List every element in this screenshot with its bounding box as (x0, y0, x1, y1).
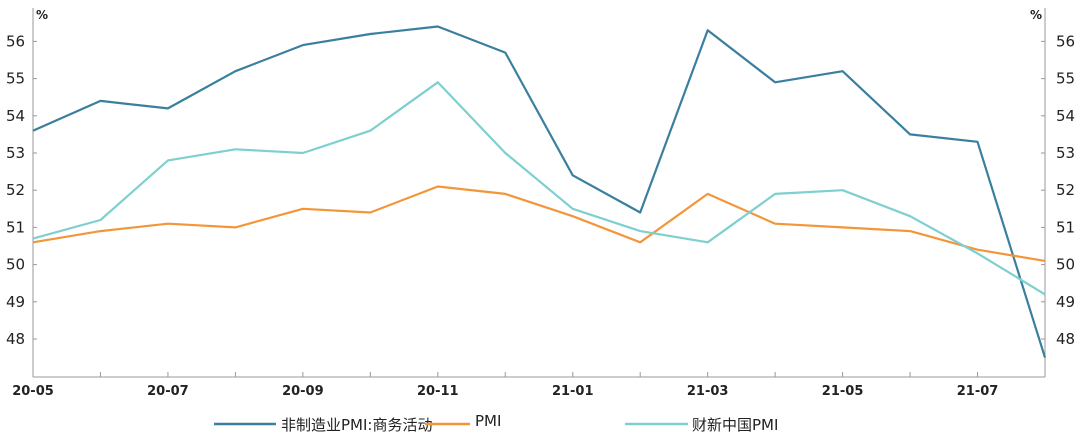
y-tick-label-left: 48 (6, 330, 25, 348)
x-tick-label: 21-05 (822, 384, 864, 399)
y-unit-left: % (36, 8, 48, 22)
legend-label-pmi: PMI (475, 412, 501, 430)
y-ticks-left: 48 49 50 51 52 53 54 55 56 (6, 32, 37, 348)
y-tick-label-right: 49 (1056, 293, 1075, 311)
y-tick-label-left: 55 (6, 70, 25, 88)
y-tick-label-right: 48 (1056, 330, 1075, 348)
y-tick-label-right: 51 (1056, 218, 1075, 236)
y-tick-label-right: 53 (1056, 144, 1075, 162)
y-tick-label-left: 50 (6, 256, 25, 274)
y-tick-label-right: 52 (1056, 181, 1075, 199)
series-line-nonmfg (32, 25, 1047, 358)
x-tick-label: 21-07 (957, 384, 999, 399)
x-tick-label: 21-03 (687, 384, 729, 399)
y-ticks-right: 48 49 50 51 52 53 54 55 56 (1041, 32, 1075, 348)
legend-item-pmi[interactable]: PMI (425, 412, 501, 430)
y-tick-label-left: 52 (6, 181, 25, 199)
x-tick-label: 20-11 (417, 384, 459, 399)
series-lines (32, 25, 1047, 358)
x-tick-label: 20-09 (282, 384, 324, 399)
legend-label-caixin: 财新中国PMI (692, 416, 778, 434)
y-tick-label-left: 54 (6, 107, 25, 125)
legend-item-nonmfg[interactable]: 非制造业PMI:商务活动 (214, 416, 432, 434)
y-unit-right: % (1030, 8, 1042, 22)
legend: 非制造业PMI:商务活动 PMI 财新中国PMI (214, 412, 778, 434)
y-tick-label-left: 49 (6, 293, 25, 311)
legend-label-nonmfg: 非制造业PMI:商务活动 (281, 416, 432, 434)
y-tick-label-right: 56 (1056, 32, 1075, 50)
series-line-caixin (32, 81, 1046, 296)
legend-item-caixin[interactable]: 财新中国PMI (625, 416, 778, 434)
y-tick-label-left: 53 (6, 144, 25, 162)
series-line-pmi (32, 185, 1046, 262)
x-tick-label: 20-05 (12, 384, 54, 399)
y-tick-label-right: 54 (1056, 107, 1075, 125)
y-tick-label-right: 55 (1056, 70, 1075, 88)
x-tick-label: 20-07 (147, 384, 189, 399)
axes: % % (32, 8, 1046, 378)
y-tick-label-left: 56 (6, 32, 25, 50)
y-tick-label-left: 51 (6, 218, 25, 236)
x-ticks: 20-05 20-07 20-09 20-11 21-01 21-03 21-05 21-07 (12, 372, 1046, 399)
y-tick-label-right: 50 (1056, 256, 1075, 274)
x-tick-label: 21-01 (552, 384, 594, 399)
